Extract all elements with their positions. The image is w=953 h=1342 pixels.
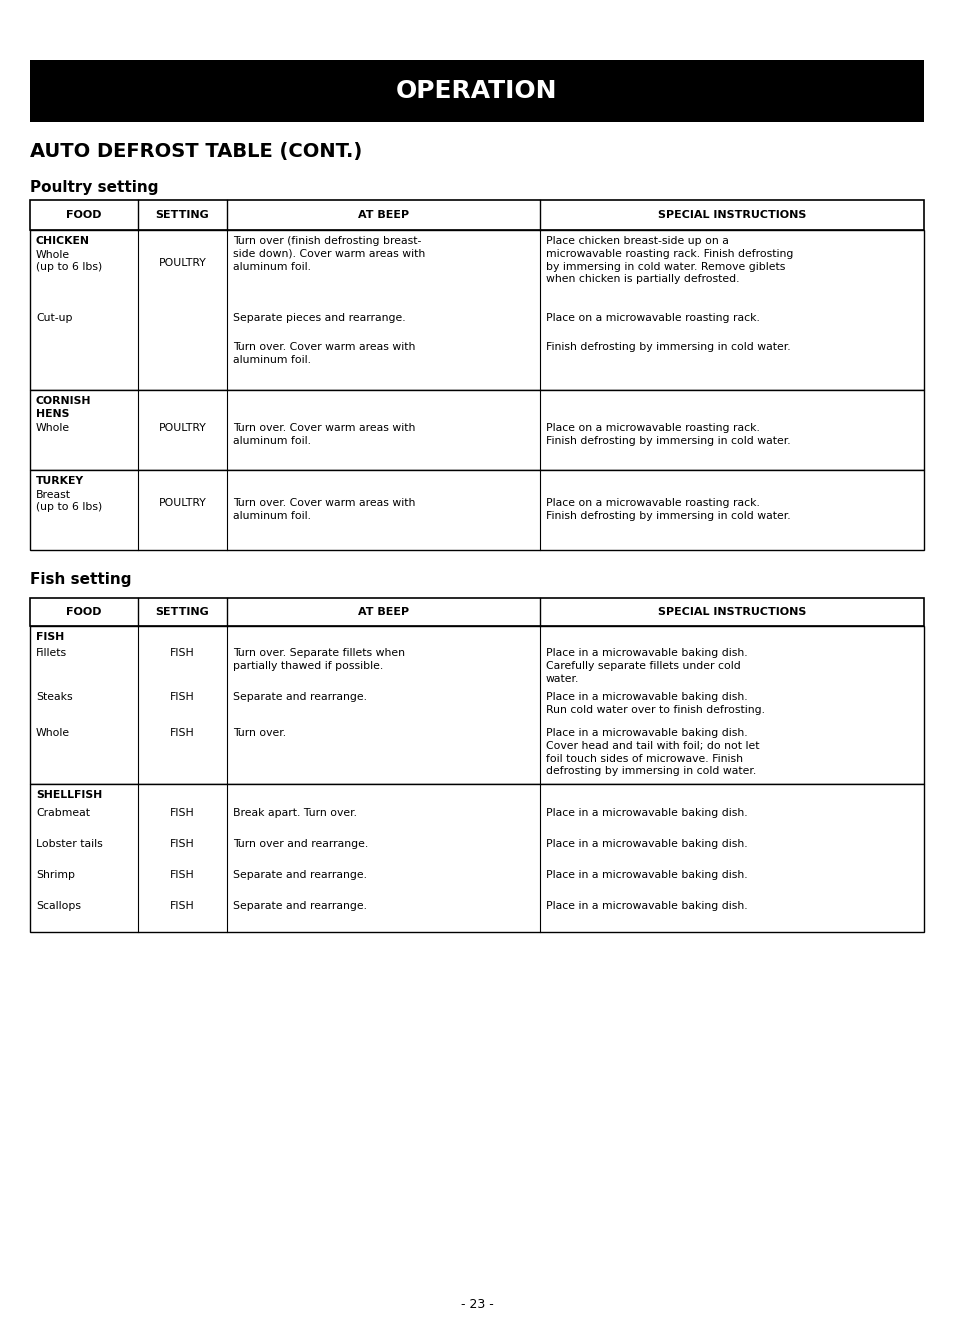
Text: CORNISH: CORNISH (36, 396, 91, 407)
Text: Place in a microwavable baking dish.: Place in a microwavable baking dish. (545, 839, 747, 849)
Text: (up to 6 lbs): (up to 6 lbs) (36, 502, 102, 513)
Text: Whole: Whole (36, 727, 71, 738)
Text: Shrimp: Shrimp (36, 870, 75, 880)
Text: Steaks: Steaks (36, 692, 72, 702)
Text: AT BEEP: AT BEEP (357, 607, 409, 617)
Text: Poultry setting: Poultry setting (30, 180, 158, 195)
Text: FISH: FISH (36, 632, 64, 641)
Text: Breast: Breast (36, 490, 71, 501)
Text: Place in a microwavable baking dish.
Run cold water over to finish defrosting.: Place in a microwavable baking dish. Run… (545, 692, 764, 715)
Text: Place in a microwavable baking dish.
Carefully separate fillets under cold
water: Place in a microwavable baking dish. Car… (545, 648, 747, 683)
Bar (30, 470, 923, 550)
Text: Fillets: Fillets (36, 648, 67, 658)
Text: Separate and rearrange.: Separate and rearrange. (233, 692, 367, 702)
Text: HENS: HENS (36, 409, 70, 419)
Text: OPERATION: OPERATION (395, 79, 558, 103)
Text: Cut-up: Cut-up (36, 313, 72, 323)
Bar (30, 625, 923, 784)
Bar (30, 391, 923, 470)
Text: Place chicken breast-side up on a
microwavable roasting rack. Finish defrosting
: Place chicken breast-side up on a microw… (545, 236, 793, 285)
Text: Turn over (finish defrosting breast-
side down). Cover warm areas with
aluminum : Turn over (finish defrosting breast- sid… (233, 236, 425, 271)
Text: FISH: FISH (170, 692, 194, 702)
Text: FISH: FISH (170, 648, 194, 658)
Text: Place on a microwavable roasting rack.
Finish defrosting by immersing in cold wa: Place on a microwavable roasting rack. F… (545, 498, 790, 521)
Text: Place in a microwavable baking dish.
Cover head and tail with foil; do not let
f: Place in a microwavable baking dish. Cov… (545, 727, 759, 777)
Text: TURKEY: TURKEY (36, 476, 84, 486)
Bar (30, 599, 923, 625)
Bar (30, 229, 923, 391)
Text: Crabmeat: Crabmeat (36, 808, 90, 819)
Text: Fish setting: Fish setting (30, 572, 132, 586)
Text: Place on a microwavable roasting rack.: Place on a microwavable roasting rack. (545, 313, 760, 323)
Text: - 23 -: - 23 - (460, 1299, 493, 1311)
Text: POULTRY: POULTRY (158, 498, 206, 509)
Text: Separate and rearrange.: Separate and rearrange. (233, 870, 367, 880)
Text: FOOD: FOOD (66, 607, 102, 617)
Text: Turn over. Separate fillets when
partially thawed if possible.: Turn over. Separate fillets when partial… (233, 648, 405, 671)
Text: Place in a microwavable baking dish.: Place in a microwavable baking dish. (545, 870, 747, 880)
Text: POULTRY: POULTRY (158, 423, 206, 433)
Text: Break apart. Turn over.: Break apart. Turn over. (233, 808, 356, 819)
Text: FISH: FISH (170, 870, 194, 880)
Text: Separate pieces and rearrange.: Separate pieces and rearrange. (233, 313, 405, 323)
Text: Turn over. Cover warm areas with
aluminum foil.: Turn over. Cover warm areas with aluminu… (233, 423, 415, 446)
Text: Place on a microwavable roasting rack.
Finish defrosting by immersing in cold wa: Place on a microwavable roasting rack. F… (545, 423, 790, 446)
Text: SPECIAL INSTRUCTIONS: SPECIAL INSTRUCTIONS (658, 607, 806, 617)
Text: Turn over. Cover warm areas with
aluminum foil.: Turn over. Cover warm areas with aluminu… (233, 498, 415, 521)
Bar (30, 60, 923, 122)
Text: FISH: FISH (170, 839, 194, 849)
Text: POULTRY: POULTRY (158, 258, 206, 268)
Text: Place in a microwavable baking dish.: Place in a microwavable baking dish. (545, 900, 747, 911)
Text: Turn over.: Turn over. (233, 727, 286, 738)
Text: Scallops: Scallops (36, 900, 81, 911)
Bar (30, 200, 923, 229)
Text: Turn over. Cover warm areas with
aluminum foil.: Turn over. Cover warm areas with aluminu… (233, 342, 415, 365)
Bar (30, 784, 923, 931)
Text: FOOD: FOOD (66, 209, 102, 220)
Text: Place in a microwavable baking dish.: Place in a microwavable baking dish. (545, 808, 747, 819)
Text: Whole: Whole (36, 250, 71, 260)
Text: AUTO DEFROST TABLE (CONT.): AUTO DEFROST TABLE (CONT.) (30, 142, 362, 161)
Text: (up to 6 lbs): (up to 6 lbs) (36, 262, 102, 272)
Text: CHICKEN: CHICKEN (36, 236, 90, 246)
Text: SHELLFISH: SHELLFISH (36, 790, 102, 800)
Text: FISH: FISH (170, 808, 194, 819)
Text: Finish defrosting by immersing in cold water.: Finish defrosting by immersing in cold w… (545, 342, 790, 352)
Text: FISH: FISH (170, 900, 194, 911)
Text: FISH: FISH (170, 727, 194, 738)
Text: SETTING: SETTING (155, 209, 209, 220)
Text: Whole: Whole (36, 423, 71, 433)
Text: SPECIAL INSTRUCTIONS: SPECIAL INSTRUCTIONS (658, 209, 806, 220)
Text: Lobster tails: Lobster tails (36, 839, 103, 849)
Text: SETTING: SETTING (155, 607, 209, 617)
Text: AT BEEP: AT BEEP (357, 209, 409, 220)
Text: Separate and rearrange.: Separate and rearrange. (233, 900, 367, 911)
Text: Turn over and rearrange.: Turn over and rearrange. (233, 839, 368, 849)
